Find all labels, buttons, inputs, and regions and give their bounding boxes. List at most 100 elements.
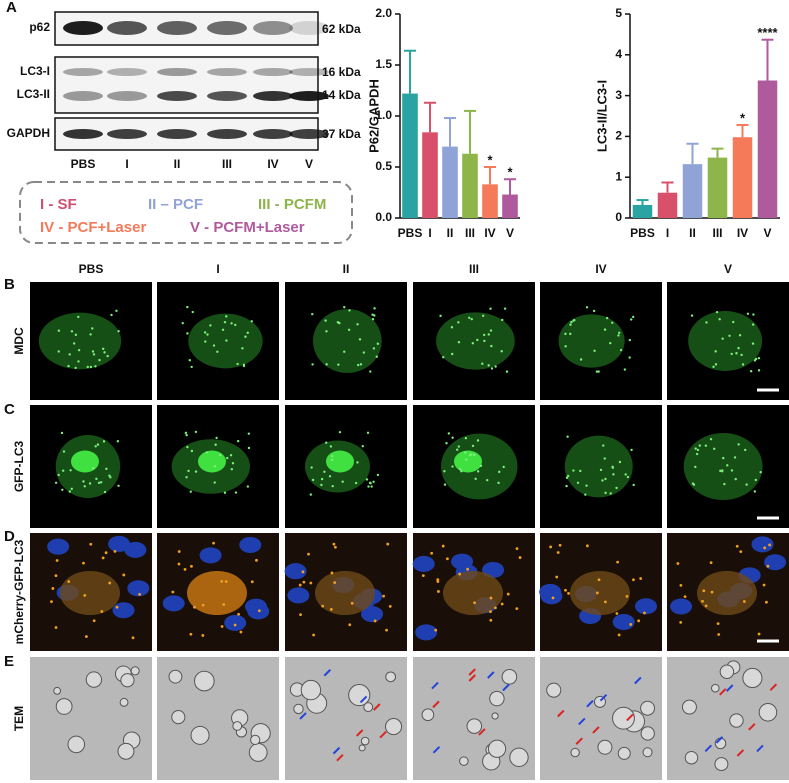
lane-label: PBS [71, 157, 96, 171]
vesicle [171, 710, 186, 725]
puncta [676, 562, 680, 565]
vesicle [232, 721, 243, 731]
puncta [619, 348, 623, 352]
puncta [311, 363, 314, 366]
puncta [97, 481, 101, 485]
puncta [55, 559, 59, 562]
vesicle [360, 736, 370, 746]
arrow [355, 729, 364, 737]
blot-band [253, 91, 293, 101]
bar [732, 137, 753, 218]
puncta [604, 477, 607, 481]
puncta [745, 483, 748, 486]
puncta [482, 333, 486, 337]
puncta [89, 542, 93, 546]
puncta [388, 604, 392, 608]
blot-band [289, 68, 329, 76]
puncta [628, 356, 631, 359]
puncta [585, 484, 588, 487]
puncta [721, 469, 724, 472]
arrow [704, 744, 713, 753]
puncta [54, 481, 58, 484]
puncta [330, 571, 334, 575]
puncta [597, 370, 600, 373]
panel-label: B [4, 276, 15, 293]
puncta [490, 367, 494, 370]
puncta [108, 581, 112, 585]
puncta [458, 572, 462, 576]
puncta [74, 333, 78, 337]
puncta [336, 321, 340, 324]
vesicle [120, 673, 135, 688]
vesicle [300, 679, 322, 701]
puncta [632, 483, 635, 487]
puncta [679, 620, 683, 624]
puncta [565, 484, 568, 488]
arrow [634, 676, 642, 685]
puncta [250, 320, 253, 323]
blot-band [157, 68, 197, 76]
puncta [373, 314, 376, 317]
protein-label: LC3-II [17, 87, 50, 101]
puncta [595, 591, 599, 595]
puncta [730, 352, 733, 356]
column-label: I [216, 262, 219, 276]
puncta [585, 306, 589, 309]
puncta [57, 350, 60, 353]
puncta [366, 431, 370, 434]
puncta [230, 322, 233, 325]
puncta [695, 452, 699, 456]
puncta [597, 578, 601, 582]
blot-band [107, 129, 147, 139]
vesicle [597, 739, 613, 755]
puncta [101, 556, 105, 560]
puncta [311, 478, 315, 482]
puncta [623, 368, 627, 371]
vesicle [742, 667, 763, 689]
puncta [94, 365, 97, 368]
puncta [712, 365, 715, 369]
arrow [715, 736, 724, 744]
puncta [320, 483, 323, 487]
column-label: II [343, 262, 350, 276]
puncta [447, 432, 451, 435]
puncta [603, 328, 607, 331]
cell [570, 571, 630, 615]
puncta [632, 315, 635, 319]
lane-label: II [174, 157, 181, 171]
puncta [189, 490, 192, 493]
puncta [470, 453, 473, 456]
puncta [234, 491, 238, 494]
puncta [421, 574, 425, 578]
puncta [567, 591, 570, 595]
puncta [603, 600, 607, 604]
x-tick-label: V [506, 226, 514, 240]
blot-band [107, 68, 147, 76]
vesicle [348, 683, 371, 707]
blot-band [207, 91, 247, 101]
column-label: III [469, 262, 479, 276]
puncta [62, 450, 66, 453]
y-tick-label: 0.0 [375, 210, 392, 224]
puncta [203, 331, 207, 334]
puncta [705, 321, 708, 324]
puncta [190, 564, 193, 568]
puncta [690, 314, 694, 317]
vesicle [421, 708, 435, 722]
puncta [470, 317, 473, 321]
puncta [579, 358, 583, 361]
puncta [187, 469, 190, 473]
puncta [77, 348, 81, 352]
cell [564, 435, 633, 498]
puncta [236, 362, 239, 366]
puncta [212, 344, 216, 347]
vesicle [729, 713, 744, 728]
puncta [722, 456, 725, 460]
puncta [343, 305, 346, 309]
puncta [332, 542, 336, 546]
puncta [735, 544, 739, 548]
puncta [72, 342, 76, 345]
puncta [709, 437, 713, 441]
puncta [215, 436, 218, 440]
cell [60, 571, 120, 615]
